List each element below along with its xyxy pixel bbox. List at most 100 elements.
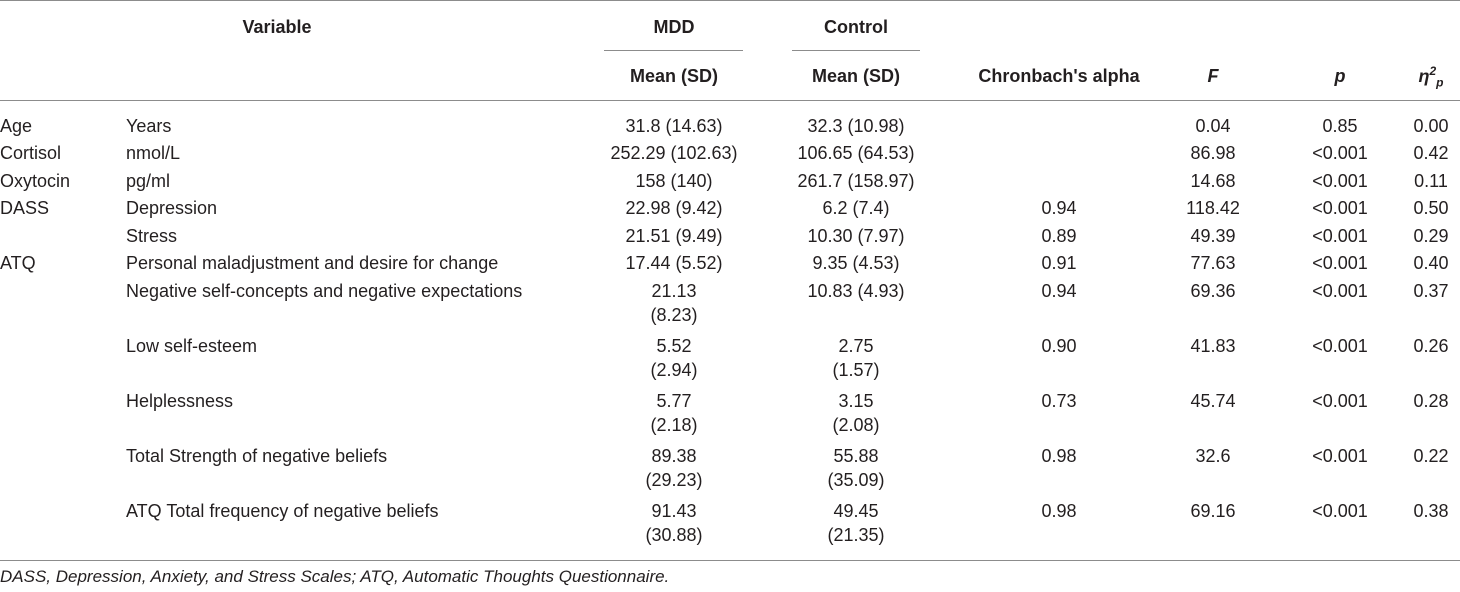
chronbach-alpha-value: 0.90 [1041,336,1077,356]
row-variable-label: ATQ Total frequency of negative beliefs [126,501,439,521]
p-value: <0.001 [1312,253,1368,273]
f-value: 49.39 [1190,226,1236,246]
row-variable-label: Total Strength of negative beliefs [126,446,388,466]
mdd-mean-sd: 21.51 (9.49) [625,226,723,246]
mdd-mean-sd: (2.18) [650,415,698,435]
header-bottom-rule [0,100,1460,101]
eta-squared-value: 0.42 [1413,143,1449,163]
eta-squared-value: 0.11 [1414,171,1448,191]
mdd-mean-sd: 89.38 [651,446,697,466]
f-value: 45.74 [1190,391,1236,411]
header-control: Control [824,17,888,37]
header-f: F [1207,66,1219,86]
f-value: 69.16 [1190,501,1236,521]
header-p: p [1334,66,1346,86]
row-variable-label: nmol/L [126,143,181,163]
p-value: <0.001 [1312,198,1368,218]
header-variable: Variable [242,17,312,37]
eta-squared-value: 0.37 [1413,281,1449,301]
mdd-mean-sd: (2.94) [650,360,698,380]
f-value: 32.6 [1195,446,1231,466]
header-eta-squared-p: η2p [1418,64,1444,90]
p-value: <0.001 [1312,171,1368,191]
control-mean-sd: 10.83 (4.93) [807,281,905,301]
row-group-label: Age [0,116,33,136]
mdd-mean-sd: (30.88) [645,525,703,545]
mdd-mean-sd: 5.52 [656,336,692,356]
f-value: 41.83 [1190,336,1236,356]
control-mean-sd: 9.35 (4.53) [812,253,900,273]
mdd-mean-sd: 252.29 (102.63) [610,143,738,163]
header-chronbach-alpha: Chronbach's alpha [978,66,1140,86]
row-variable-label: Years [126,116,172,136]
eta-squared-value: 0.50 [1413,198,1449,218]
f-value: 69.36 [1190,281,1236,301]
mdd-mean-sd: 5.77 [656,391,692,411]
control-header-underline [792,50,920,51]
row-variable-label: pg/ml [126,171,171,191]
row-group-label: Oxytocin [0,171,71,191]
control-mean-sd: 32.3 (10.98) [807,116,905,136]
control-mean-sd: 261.7 (158.97) [797,171,915,191]
control-mean-sd: 2.75 [838,336,874,356]
header-mdd: MDD [653,17,695,37]
row-variable-label: Negative self-concepts and negative expe… [126,281,523,301]
mdd-header-underline [604,50,743,51]
row-variable-label: Depression [126,198,218,218]
p-value: <0.001 [1312,226,1368,246]
f-value: 118.42 [1186,198,1240,218]
p-value: <0.001 [1312,336,1368,356]
eta-squared-value: 0.22 [1413,446,1449,466]
chronbach-alpha-value: 0.98 [1041,501,1077,521]
eta-squared-value: 0.38 [1413,501,1449,521]
chronbach-alpha-value: 0.73 [1041,391,1077,411]
table-footnote: DASS, Depression, Anxiety, and Stress Sc… [0,567,670,586]
row-group-label: Cortisol [0,143,62,163]
header-mdd-mean-sd: Mean (SD) [629,66,719,86]
control-mean-sd: 106.65 (64.53) [797,143,915,163]
chronbach-alpha-value: 0.94 [1041,198,1077,218]
mdd-mean-sd: 31.8 (14.63) [625,116,723,136]
chronbach-alpha-value: 0.98 [1041,446,1077,466]
eta-squared-value: 0.40 [1413,253,1449,273]
control-mean-sd: (35.09) [827,470,885,490]
mdd-mean-sd: 21.13 [651,281,697,301]
row-variable-label: Stress [126,226,178,246]
row-variable-label: Personal maladjustment and desire for ch… [126,253,499,273]
mdd-mean-sd: 22.98 (9.42) [625,198,723,218]
eta-squared-value: 0.28 [1413,391,1449,411]
mdd-mean-sd: 17.44 (5.52) [625,253,723,273]
control-mean-sd: (1.57) [832,360,880,380]
control-mean-sd: (2.08) [832,415,880,435]
p-value: <0.001 [1312,143,1368,163]
p-value: <0.001 [1312,501,1368,521]
control-mean-sd: 6.2 (7.4) [822,198,890,218]
p-value: <0.001 [1312,391,1368,411]
row-group-label: ATQ [0,253,36,273]
mdd-mean-sd: (8.23) [650,305,698,325]
f-value: 0.04 [1195,116,1231,136]
table-bottom-rule [0,560,1460,561]
control-mean-sd: 49.45 [833,501,879,521]
p-value: <0.001 [1312,281,1368,301]
control-mean-sd: 10.30 (7.97) [807,226,905,246]
row-variable-label: Low self-esteem [126,336,258,356]
mdd-mean-sd: 91.43 [651,501,697,521]
eta-squared-value: 0.00 [1413,116,1449,136]
control-mean-sd: 55.88 [833,446,879,466]
p-value: <0.001 [1312,446,1368,466]
p-value: 0.85 [1322,116,1358,136]
chronbach-alpha-value: 0.91 [1041,253,1077,273]
control-mean-sd: (21.35) [827,525,885,545]
mdd-mean-sd: (29.23) [645,470,703,490]
header-control-mean-sd: Mean (SD) [811,66,901,86]
row-group-label: DASS [0,198,50,218]
chronbach-alpha-value: 0.94 [1041,281,1077,301]
eta-squared-value: 0.29 [1413,226,1449,246]
control-mean-sd: 3.15 [838,391,874,411]
f-value: 77.63 [1190,253,1236,273]
f-value: 86.98 [1190,143,1236,163]
mdd-mean-sd: 158 (140) [635,171,713,191]
row-variable-label: Helplessness [126,391,234,411]
eta-squared-value: 0.26 [1413,336,1449,356]
